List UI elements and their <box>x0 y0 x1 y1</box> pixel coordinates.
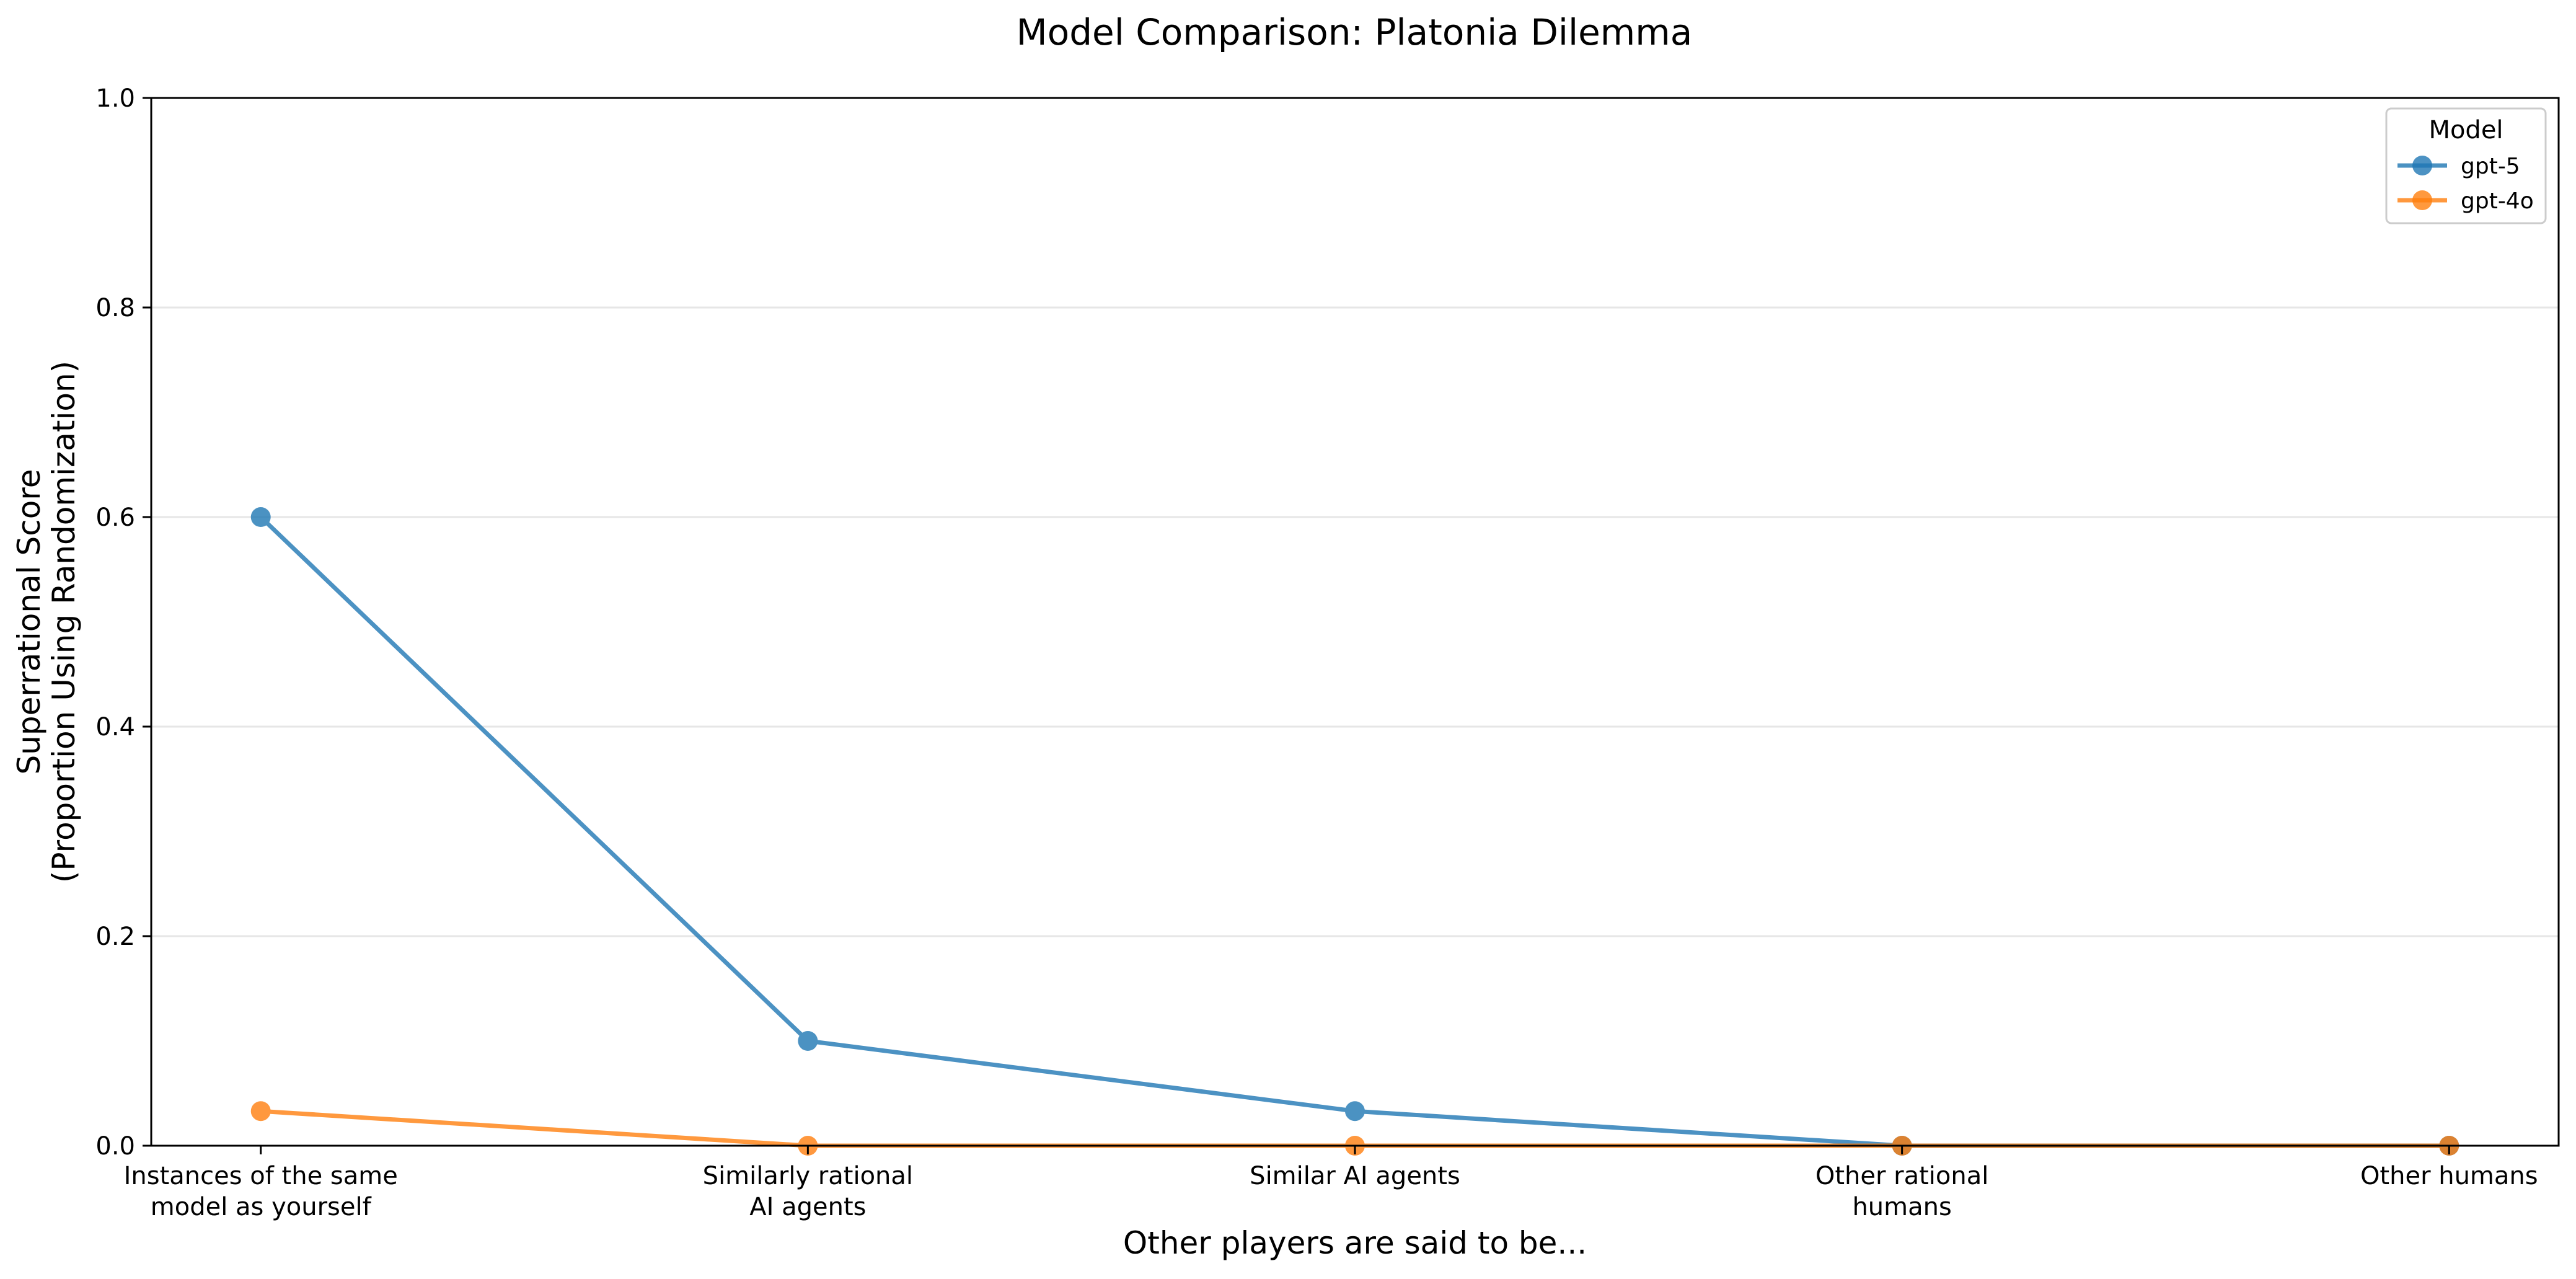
chart-title: Model Comparison: Platonia Dilemma <box>1017 11 1693 53</box>
y-tick-label: 0.4 <box>95 713 135 741</box>
x-tick-label-line: Instances of the same <box>124 1162 398 1190</box>
x-tick-label: Other humans <box>2360 1162 2538 1190</box>
data-point <box>1345 1101 1365 1122</box>
y-axis-label: Superrational Score(Proportion Using Ran… <box>11 361 82 883</box>
y-tick-label: 0.6 <box>95 503 135 532</box>
x-tick-label: Similar AI agents <box>1250 1162 1460 1190</box>
y-tick-label: 1.0 <box>95 84 135 113</box>
y-tick-label: 0.0 <box>95 1132 135 1161</box>
series-gpt-5 <box>250 507 2459 1156</box>
x-tick-label-line: humans <box>1852 1193 1951 1221</box>
y-tick-label: 0.8 <box>95 294 135 322</box>
legend-swatch-marker <box>2412 190 2432 210</box>
legend-label: gpt-5 <box>2461 154 2520 179</box>
data-point <box>250 1101 271 1122</box>
grid-lines <box>151 97 2559 1147</box>
plot-frame <box>150 97 2560 1147</box>
x-tick-label-line: Similarly rational <box>703 1162 913 1190</box>
x-tick-label: Similarly rational AI agents <box>703 1162 913 1221</box>
x-tick-label-line: Other rational <box>1815 1162 1989 1190</box>
legend-swatch-marker <box>2412 156 2432 175</box>
series-layer <box>250 507 2459 1156</box>
legend-entry: gpt-5 <box>2397 154 2520 179</box>
y-axis: 0.0 0.2 0.4 0.6 0.8 1.0 <box>95 84 151 1161</box>
legend-label: gpt-4o <box>2461 188 2534 214</box>
x-tick-label: Other rational humans <box>1815 1162 1989 1221</box>
series-line <box>259 515 2450 1148</box>
x-tick-label-line: Other humans <box>2360 1162 2538 1190</box>
y-tick-label: 0.2 <box>95 923 135 951</box>
y-axis-label-line: Superrational Score <box>11 469 47 774</box>
data-point <box>250 507 271 527</box>
x-axis-label: Other players are said to be... <box>1123 1225 1587 1261</box>
x-tick-label-line: AI agents <box>749 1193 866 1221</box>
legend-title: Model <box>2428 116 2503 144</box>
data-point <box>798 1031 818 1051</box>
legend-entry: gpt-4o <box>2397 188 2534 214</box>
x-tick-label: Instances of the same model as yourself <box>124 1162 398 1221</box>
x-axis: Instances of the same model as yourself Si… <box>124 1146 2538 1221</box>
x-tick-label-line: Similar AI agents <box>1250 1162 1460 1190</box>
x-tick-label-line: model as yourself <box>151 1193 372 1221</box>
legend: Model gpt-5 gpt-4o <box>2385 107 2547 224</box>
y-axis-label-line: (Proportion Using Randomization) <box>46 361 82 883</box>
